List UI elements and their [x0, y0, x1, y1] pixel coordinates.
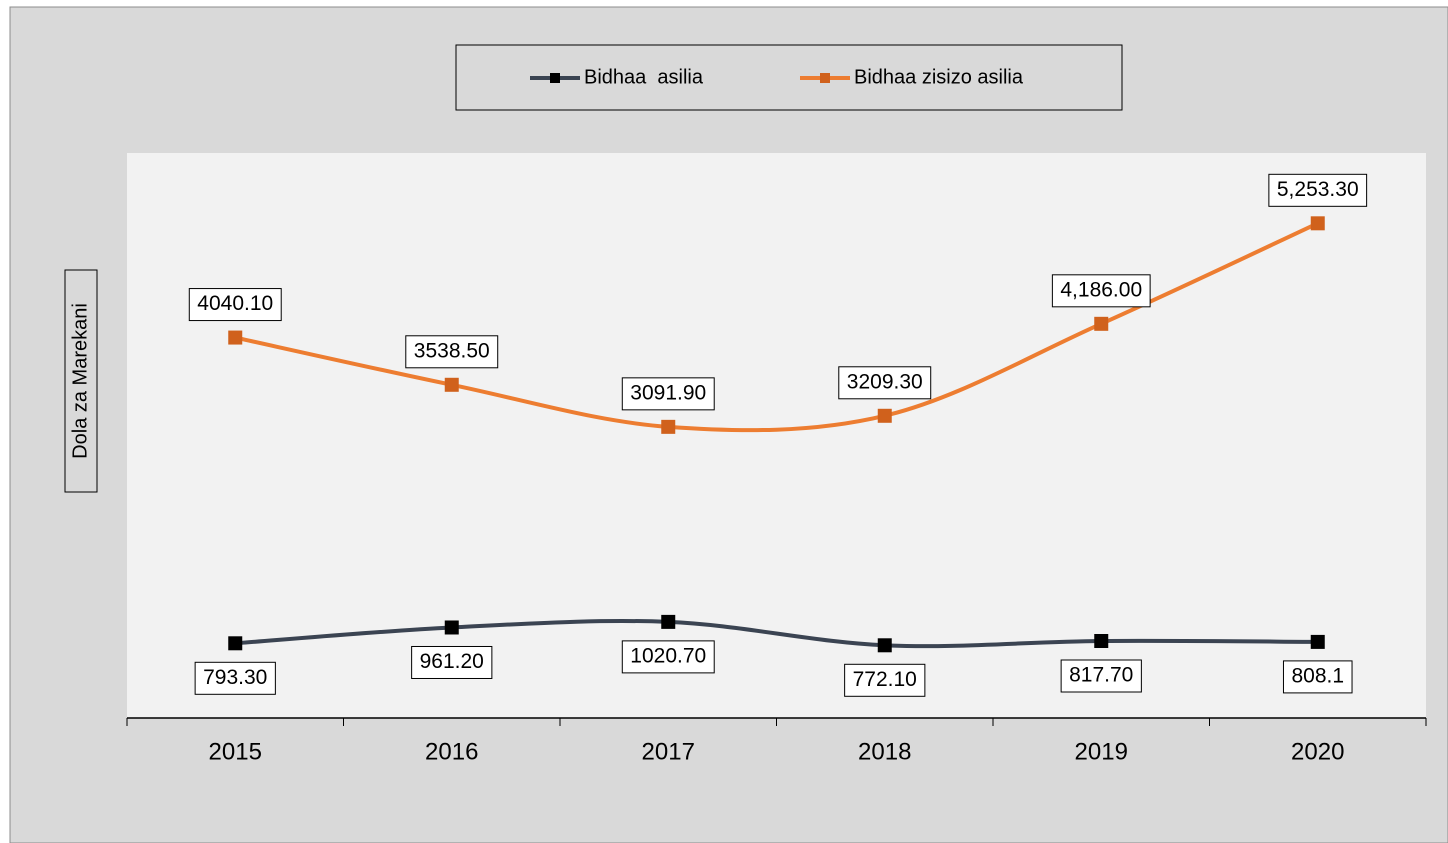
- y-axis-label: Dola za Marekani: [69, 303, 91, 459]
- data-label-box: [621, 377, 715, 411]
- point-marker: [1310, 216, 1325, 231]
- legend-marker: [820, 73, 830, 83]
- data-label: 5,253.30: [1277, 178, 1359, 201]
- y-label-box: [64, 269, 98, 493]
- data-label-box: [1060, 659, 1142, 693]
- data-label: 772.10: [853, 668, 917, 691]
- legend-label: Bidhaa asilia: [584, 66, 704, 88]
- x-tick-label: 2020: [1291, 738, 1344, 765]
- data-label-box: [1051, 274, 1151, 308]
- data-label: 3091.90: [630, 381, 706, 404]
- data-label: 817.70: [1069, 664, 1133, 687]
- series-line: [234, 221, 1319, 433]
- legend-marker: [550, 73, 560, 83]
- point-marker: [1310, 634, 1325, 649]
- data-label: 961.20: [420, 650, 484, 673]
- x-tick-label: 2019: [1075, 738, 1128, 765]
- data-label: 793.30: [203, 666, 267, 689]
- data-label-box: [411, 645, 493, 679]
- x-tick-label: 2015: [209, 738, 262, 765]
- point-marker: [444, 377, 459, 392]
- point-marker: [661, 614, 676, 629]
- data-label: 3538.50: [414, 339, 490, 362]
- data-label: 1020.70: [630, 644, 706, 667]
- legend-label: Bidhaa zisizo asilia: [854, 66, 1024, 88]
- data-label: 4040.10: [197, 292, 273, 315]
- plot-area: [127, 153, 1426, 718]
- data-label-box: [621, 640, 715, 674]
- point-marker: [877, 408, 892, 423]
- x-tick-label: 2016: [425, 738, 478, 765]
- data-label-box: [1282, 660, 1353, 694]
- data-label-box: [188, 288, 282, 322]
- data-label: 4,186.00: [1060, 278, 1142, 301]
- point-marker: [228, 636, 243, 651]
- data-label-box: [844, 663, 926, 697]
- data-label-box: [405, 335, 499, 369]
- point-marker: [444, 620, 459, 635]
- x-tick-label: 2018: [858, 738, 911, 765]
- data-label-box: [838, 366, 932, 400]
- point-marker: [1094, 316, 1109, 331]
- point-marker: [877, 638, 892, 653]
- point-marker: [228, 330, 243, 345]
- data-label-box: [1268, 173, 1368, 207]
- point-marker: [1094, 633, 1109, 648]
- point-marker: [661, 419, 676, 434]
- data-label: 808.1: [1291, 664, 1344, 687]
- series-line: [235, 618, 1318, 649]
- x-tick-label: 2017: [642, 738, 695, 765]
- data-label-box: [194, 661, 276, 695]
- data-label: 3209.30: [847, 370, 923, 393]
